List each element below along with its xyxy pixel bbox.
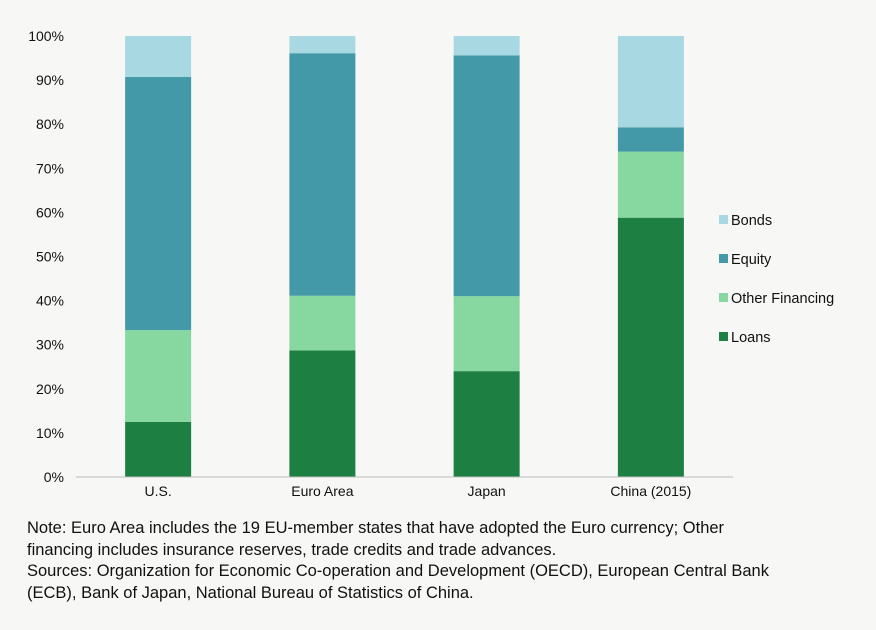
x-tick-label: U.S. (145, 483, 172, 499)
y-tick-label: 40% (36, 293, 64, 309)
y-tick-label: 20% (36, 381, 64, 397)
bar-other-financing-0 (125, 330, 192, 422)
bar-bonds-3 (617, 36, 684, 128)
note-line-1: Note: Euro Area includes the 19 EU-membe… (27, 519, 725, 537)
bar-other-financing-2 (453, 296, 520, 372)
legend-label-loans: Loans (731, 330, 771, 346)
x-tick-label: China (2015) (610, 483, 691, 499)
sources-line-2: (ECB), Bank of Japan, National Bureau of… (27, 583, 474, 602)
bar-equity-3 (617, 127, 684, 152)
bar-loans-0 (125, 421, 192, 478)
legend-swatch-loans (719, 332, 728, 341)
y-tick-label: 100% (28, 28, 64, 44)
y-tick-label: 90% (36, 72, 64, 88)
legend-swatch-equity (719, 254, 728, 263)
bar-bonds-1 (289, 36, 356, 54)
legend-label-equity: Equity (731, 252, 772, 268)
bars-layer (125, 36, 684, 478)
y-tick-label: 80% (36, 116, 64, 132)
note-line-2: financing includes insurance reserves, t… (27, 540, 557, 559)
y-tick-label: 70% (36, 160, 64, 176)
y-tick-label: 0% (44, 469, 64, 485)
legend-label-bonds: Bonds (731, 213, 772, 229)
legend-swatch-bonds (719, 215, 728, 224)
stacked-bar-chart: 0% 10% 20% 30% 40% 50% 60% 70% 80% 90% 100% U.S. Eu… (28, 28, 834, 499)
y-axis: 0% 10% 20% 30% 40% 50% 60% 70% 80% 90% 100% (28, 28, 64, 485)
y-tick-label: 60% (36, 204, 64, 220)
bar-equity-0 (125, 77, 192, 331)
legend-swatch-other-financing (719, 293, 728, 302)
bar-loans-1 (289, 350, 356, 477)
y-tick-label: 50% (36, 249, 64, 265)
legend-label-other-financing: Other Financing (731, 291, 834, 307)
x-tick-label: Japan (468, 483, 506, 499)
footnote: Note: Euro Area includes the 19 EU-membe… (27, 518, 857, 604)
x-tick-label: Euro Area (291, 483, 353, 499)
y-tick-label: 30% (36, 337, 64, 353)
sources-line-1: Sources: Organization for Economic Co-op… (27, 562, 769, 580)
bar-equity-2 (453, 55, 520, 297)
legend: Bonds Equity Other Financing Loans (719, 213, 834, 346)
y-tick-label: 10% (36, 425, 64, 441)
bar-loans-2 (453, 371, 520, 477)
bar-other-financing-1 (289, 295, 356, 351)
bar-equity-1 (289, 53, 356, 296)
bar-other-financing-3 (617, 151, 684, 218)
x-axis: U.S. Euro Area Japan China (2015) (76, 476, 733, 499)
bar-loans-3 (617, 217, 684, 477)
bar-bonds-2 (453, 36, 520, 56)
bar-bonds-0 (125, 36, 192, 78)
